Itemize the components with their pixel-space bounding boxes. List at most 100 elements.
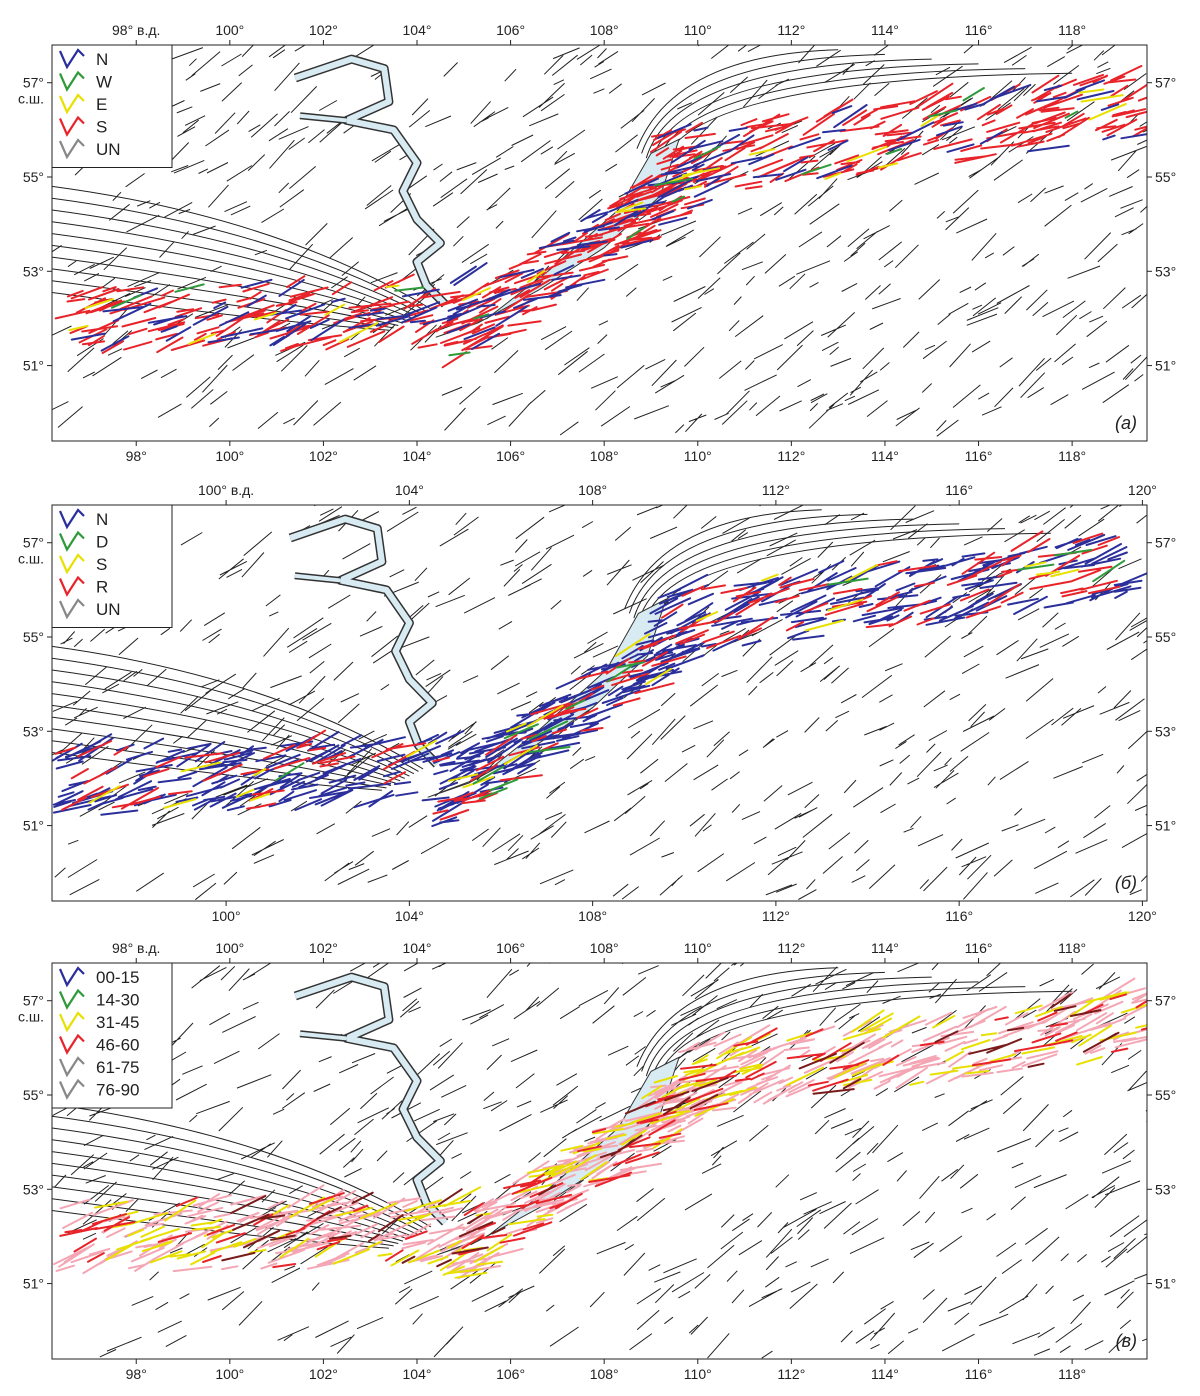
legend-label: UN	[96, 600, 121, 619]
legend-box	[51, 962, 173, 1109]
reservoir	[294, 56, 448, 307]
top-lon-label: 112°	[777, 22, 805, 38]
top-lon-label: 100°	[215, 940, 244, 956]
background-faults	[52, 505, 1147, 901]
map-content	[52, 505, 1147, 901]
right-lat-label: 55°	[1155, 169, 1176, 185]
legend-item: 14-30	[58, 988, 139, 1010]
bottom-lon-label: 116°	[965, 1366, 993, 1382]
right-lat-label: 51°	[1155, 1276, 1176, 1292]
bottom-lon-label: 100°	[215, 1366, 244, 1382]
bottom-lon-label: 98°	[126, 1366, 147, 1382]
left-lat-label: 57°	[23, 535, 44, 551]
bottom-lon-label: 108°	[590, 448, 619, 464]
bottom-lon-label: 114°	[871, 1366, 899, 1382]
right-lat-label: 55°	[1155, 1087, 1176, 1103]
bottom-lon-label: 118°	[1058, 1366, 1086, 1382]
legend-swatch-icon	[58, 508, 85, 530]
bottom-lon-label: 112°	[762, 908, 790, 924]
top-lon-label: 98° в.д.	[112, 22, 160, 38]
legend-swatch-icon	[58, 138, 85, 160]
legend-label: N	[96, 510, 108, 529]
top-lon-label: 106°	[496, 940, 525, 956]
left-lat-label: 55°	[23, 169, 44, 185]
map-content	[52, 45, 1147, 437]
legend-item: 76-90	[58, 1078, 139, 1100]
top-lon-label: 100°	[215, 22, 244, 38]
top-lon-label: 110°	[684, 22, 712, 38]
legend-item: 61-75	[58, 1056, 139, 1078]
bottom-lon-label: 104°	[403, 448, 432, 464]
legend-item: UN	[58, 138, 121, 160]
lat-hemisphere-label: с.ш.	[18, 1009, 44, 1025]
legend-item: UN	[58, 598, 121, 620]
top-lon-label: 118°	[1058, 22, 1086, 38]
map-panel-v: 98° в.д. 100° 102° 104° 106° 108° 110° 112° 114°…	[18, 940, 1176, 1382]
top-lon-label: 114°	[871, 22, 899, 38]
bottom-lon-label: 116°	[965, 448, 993, 464]
legend-label: N	[96, 50, 108, 69]
panel-label: (а)	[1115, 413, 1137, 433]
legend-item: N	[58, 508, 108, 530]
legend-label: 14-30	[96, 991, 139, 1010]
legend-label: 46-60	[96, 1036, 139, 1055]
bottom-lon-label: 100°	[215, 448, 244, 464]
left-lat-label: 55°	[23, 1087, 44, 1103]
legend-item: 00-15	[58, 966, 139, 988]
left-lat-label: 57°	[23, 75, 44, 91]
legend-label: E	[96, 95, 107, 114]
bottom-lon-label: 114°	[871, 448, 899, 464]
bottom-lon-label: 110°	[684, 1366, 712, 1382]
bottom-lon-label: 108°	[578, 908, 607, 924]
top-lon-label: 108°	[590, 940, 619, 956]
top-lon-label: 100° в.д.	[198, 482, 254, 498]
top-lon-label: 120°	[1128, 482, 1157, 498]
rift-faults	[52, 530, 1147, 828]
legend-item: S	[58, 553, 107, 575]
right-lat-label: 55°	[1155, 629, 1176, 645]
map-frame	[51, 962, 1148, 1360]
top-lon-label: 112°	[777, 940, 805, 956]
right-lat-label: 57°	[1155, 535, 1176, 551]
legend-item: S	[58, 115, 107, 137]
legend-swatch-icon	[58, 1033, 85, 1055]
top-lon-label: 104°	[395, 482, 424, 498]
bottom-lon-label: 116°	[945, 908, 973, 924]
top-lon-label: 116°	[945, 482, 973, 498]
bottom-lon-label: 108°	[590, 1366, 619, 1382]
legend-label: S	[96, 555, 107, 574]
legend-label: 00-15	[96, 968, 139, 987]
top-lon-label: 106°	[496, 22, 525, 38]
right-lat-label: 51°	[1155, 818, 1176, 834]
right-lat-label: 57°	[1155, 75, 1176, 91]
legend-swatch-icon	[58, 966, 85, 988]
bottom-lon-label: 118°	[1058, 448, 1086, 464]
legend-swatch-icon	[58, 70, 85, 92]
legend-swatch-icon	[58, 48, 85, 70]
top-lon-label: 118°	[1058, 940, 1086, 956]
bottom-lon-label: 112°	[777, 1366, 805, 1382]
bottom-lon-label: 120°	[1128, 908, 1157, 924]
bottom-lon-label: 110°	[684, 448, 712, 464]
bottom-lon-label: 102°	[309, 1366, 338, 1382]
panel-label: (в)	[1116, 1331, 1137, 1351]
top-lon-label: 104°	[403, 22, 432, 38]
legend-swatch-icon	[58, 988, 85, 1010]
bottom-lon-label: 106°	[496, 1366, 525, 1382]
legend-swatch-icon	[58, 575, 85, 597]
bottom-lon-label: 112°	[777, 448, 805, 464]
legend-swatch-icon	[58, 553, 85, 575]
bottom-lon-label: 104°	[403, 1366, 432, 1382]
bottom-lon-label: 100°	[212, 908, 241, 924]
rift-faults	[54, 65, 1147, 369]
right-lat-label: 53°	[1155, 1181, 1176, 1197]
right-lat-label: 51°	[1155, 358, 1176, 374]
left-lat-label: 53°	[23, 263, 44, 279]
left-lat-label: 55°	[23, 629, 44, 645]
legend: 00-15 14-30 31-45 46-60 61-75 76-90	[51, 962, 173, 1109]
legend-label: R	[96, 578, 108, 597]
legend-swatch-icon	[58, 1011, 85, 1033]
